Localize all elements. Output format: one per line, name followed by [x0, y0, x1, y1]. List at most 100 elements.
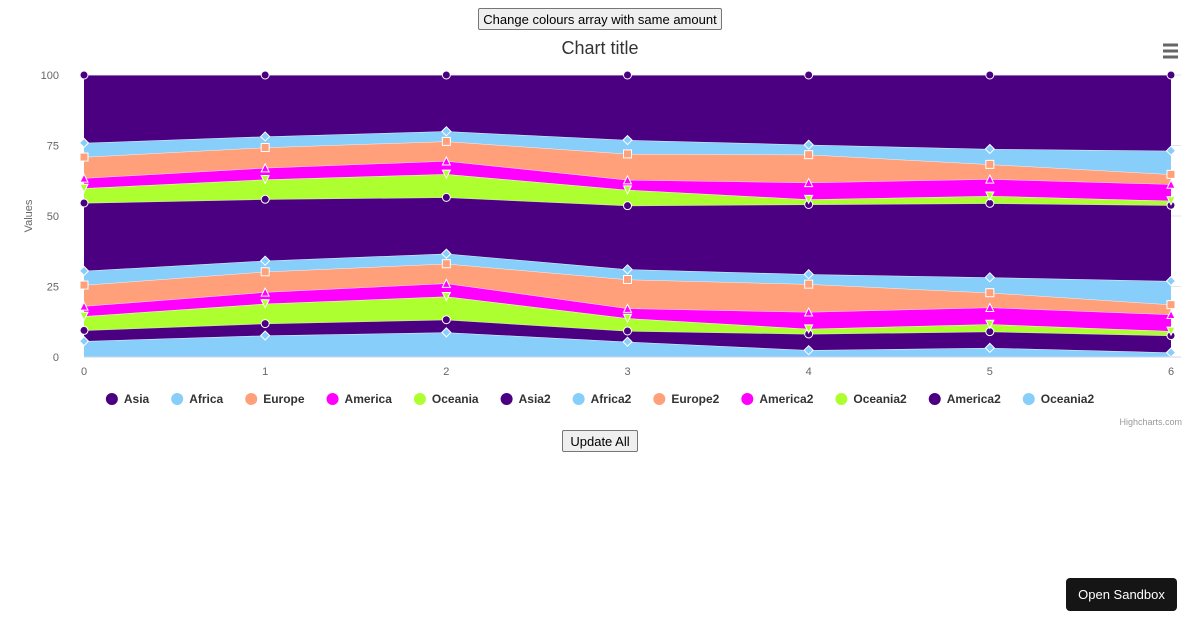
data-point: [441, 248, 452, 259]
data-point: [260, 142, 270, 152]
legend-symbol: [500, 393, 513, 405]
data-point: [79, 183, 89, 194]
data-point: [622, 185, 633, 195]
data-point: [622, 174, 633, 185]
legend: Asia Africa Europe America Oceania Asia2 Afric…: [105, 392, 1095, 406]
data-point: [1166, 169, 1176, 179]
data-point: [260, 299, 270, 309]
data-point: [984, 342, 996, 354]
data-point: [985, 174, 995, 184]
data-point: [260, 194, 270, 204]
y-tick-label: 25: [47, 282, 59, 294]
legend-item-africa[interactable]: Africa: [171, 392, 224, 406]
data-point: [79, 325, 89, 335]
legend-symbol: [928, 393, 941, 405]
update-all-button[interactable]: Update All: [562, 430, 638, 452]
hamburger-menu-icon[interactable]: [1156, 40, 1180, 64]
data-point: [441, 327, 452, 338]
x-tick-label: 4: [806, 366, 812, 378]
data-point: [985, 302, 995, 312]
legend-symbol: [653, 393, 666, 405]
legend-label: America2: [947, 392, 1001, 406]
data-point: [623, 274, 632, 284]
data-point: [78, 335, 90, 347]
legend-item-asia2[interactable]: Asia2: [500, 392, 551, 406]
data-point: [79, 198, 89, 208]
data-point: [78, 265, 90, 277]
data-point: [803, 139, 814, 150]
area-europe2: [84, 263, 1171, 315]
data-point: [441, 136, 451, 146]
data-point: [803, 177, 814, 188]
legend-item-america2[interactable]: America2: [928, 392, 1001, 406]
data-point: [78, 137, 90, 149]
legend-item-america[interactable]: America: [326, 392, 393, 406]
data-point: [79, 280, 89, 290]
legend-label: America: [345, 392, 393, 406]
data-point: [622, 313, 633, 324]
legend-item-oceania2[interactable]: Oceania2: [1022, 392, 1095, 406]
data-point: [441, 278, 452, 288]
data-point: [622, 264, 633, 275]
data-point: [984, 272, 996, 283]
x-axis-ticks: 0 1 2 3 4 5 6: [81, 356, 1181, 378]
legend-item-america2[interactable]: America2: [741, 392, 814, 406]
data-point: [1166, 179, 1176, 189]
x-tick-label: 2: [443, 366, 449, 378]
data-point: [622, 134, 633, 146]
data-point: [441, 126, 452, 137]
data-point: [79, 311, 89, 322]
legend-symbol: [1022, 393, 1035, 405]
data-point: [79, 173, 89, 183]
data-point: [441, 155, 452, 166]
legend-symbol: [572, 393, 585, 405]
data-point: [803, 324, 814, 334]
legend-item-asia[interactable]: Asia: [105, 392, 150, 406]
open-sandbox-button[interactable]: Open Sandbox: [1066, 578, 1177, 611]
data-point: [623, 201, 632, 211]
legend-item-africa2[interactable]: Africa2: [572, 392, 632, 406]
legend-label: Oceania: [432, 392, 479, 406]
data-point: [259, 131, 271, 142]
data-point: [1166, 309, 1176, 320]
legend-label: Asia2: [519, 392, 551, 406]
data-point: [803, 268, 814, 280]
legend-symbol: [245, 393, 258, 405]
data-point: [441, 315, 451, 325]
data-point: [260, 174, 270, 185]
data-point: [804, 150, 814, 160]
data-point: [984, 143, 996, 155]
legend-item-oceania2[interactable]: Oceania2: [835, 392, 907, 406]
data-point: [623, 70, 632, 80]
legend-symbol: [835, 393, 848, 405]
area-america2: [84, 283, 1171, 332]
legend-item-oceania[interactable]: Oceania: [413, 392, 479, 406]
data-point: [441, 259, 451, 269]
legend-label: Asia: [124, 392, 150, 406]
data-point: [1165, 145, 1177, 156]
y-axis-ticks: 0 25 50 75 100: [41, 70, 59, 364]
legend-item-europe[interactable]: Europe: [245, 392, 305, 406]
legend-label: Africa: [189, 392, 223, 406]
x-tick-label: 1: [262, 366, 268, 378]
credits-link[interactable]: Highcharts.com: [1119, 417, 1182, 427]
legend-symbol: [326, 393, 339, 405]
area-oceania2: [84, 296, 1171, 336]
legend-symbol: [413, 393, 426, 405]
legend-label: Oceania2: [1041, 392, 1095, 406]
legend-label: Europe: [263, 392, 305, 406]
data-point: [985, 191, 995, 202]
y-tick-label: 100: [41, 70, 59, 82]
data-point: [79, 152, 89, 162]
data-point: [623, 326, 632, 336]
data-point: [622, 303, 633, 313]
data-point: [260, 319, 270, 329]
legend-label: America2: [759, 392, 813, 406]
data-point: [804, 279, 814, 289]
change-colours-button[interactable]: Change colours array with same amount: [478, 8, 722, 30]
legend-item-europe2[interactable]: Europe2: [653, 392, 720, 406]
area-chart: Chart title 0 25 50 75 100 0 1 2 3 4 5 6 Values As…: [23, 38, 1182, 427]
legend-symbol: [105, 393, 118, 405]
y-axis-title: Values: [23, 199, 35, 232]
area-asia2: [84, 197, 1171, 282]
